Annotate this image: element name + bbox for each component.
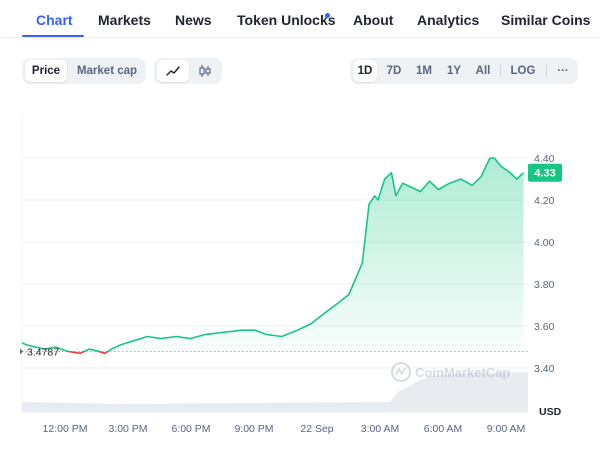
metric-toggle: Price Market cap [22, 58, 146, 84]
line-chart-icon [166, 66, 180, 76]
volume-area [22, 372, 528, 412]
coinmarketcap-logo-icon [391, 362, 411, 382]
tab-bar: Chart Markets News Token Unlocks About A… [0, 0, 600, 38]
active-tab-indicator [22, 35, 84, 37]
coinmarketcap-watermark: CoinMarketCap [391, 362, 510, 382]
y-tick-label: 4.00 [534, 237, 555, 249]
toolbar-divider [500, 64, 501, 78]
x-tick-label: 22 Sep [300, 423, 333, 435]
y-axis-unit: USD [539, 406, 562, 418]
price-button[interactable]: Price [25, 60, 67, 82]
market-cap-button[interactable]: Market cap [76, 65, 138, 77]
y-tick-label: 3.80 [534, 279, 555, 291]
x-tick-label: 12:00 PM [43, 423, 88, 435]
price-chart[interactable]: 3.40 3.60 3.80 4.00 4.20 4.40 12:00 PM 3:00 PM 6… [0, 110, 600, 460]
notification-dot [325, 13, 330, 18]
price-area-fill [22, 158, 524, 352]
current-price-badge [528, 163, 562, 182]
tab-markets[interactable]: Markets [98, 12, 151, 28]
price-chart-svg[interactable]: 3.40 3.60 3.80 4.00 4.20 4.40 12:00 PM 3:00 PM 6… [0, 110, 600, 460]
x-tick-label: 3:00 AM [361, 423, 400, 435]
y-tick-label: 4.20 [534, 195, 555, 207]
tab-similar-coins[interactable]: Similar Coins [501, 12, 591, 28]
range-1m-button[interactable]: 1M [416, 65, 432, 77]
tab-news[interactable]: News [175, 12, 212, 28]
current-price-label: 4.33 [534, 168, 555, 180]
range-7d-button[interactable]: 7D [386, 65, 402, 77]
x-tick-label: 9:00 AM [487, 423, 526, 435]
tab-token-unlocks[interactable]: Token Unlocks [237, 12, 336, 28]
more-options-button[interactable]: ··· [557, 65, 569, 77]
coinmarketcap-logo-mark [395, 367, 406, 376]
range-all-button[interactable]: All [475, 65, 491, 77]
x-tick-label: 6:00 PM [171, 423, 210, 435]
tab-chart[interactable]: Chart [36, 12, 73, 28]
candlestick-button[interactable] [190, 60, 220, 82]
x-tick-label: 9:00 PM [234, 423, 273, 435]
y-tick-label: 4.40 [534, 153, 555, 165]
range-1d-button[interactable]: 1D [353, 60, 377, 82]
x-tick-label: 6:00 AM [424, 423, 463, 435]
tab-about[interactable]: About [353, 12, 394, 28]
y-tick-label: 3.40 [534, 363, 555, 375]
toolbar-divider [546, 64, 547, 78]
range-1y-button[interactable]: 1Y [446, 65, 462, 77]
price-line-down [65, 351, 110, 355]
log-scale-button[interactable]: LOG [510, 65, 536, 77]
price-line-up [22, 157, 525, 352]
range-toggle: 1D 7D 1M 1Y All LOG ··· [350, 58, 578, 84]
open-price-marker [20, 348, 23, 355]
candlestick-icon [199, 65, 211, 77]
y-tick-label: 3.60 [534, 321, 555, 333]
x-tick-label: 3:00 PM [108, 423, 147, 435]
watermark-text: CoinMarketCap [415, 365, 510, 380]
tab-analytics[interactable]: Analytics [417, 12, 480, 28]
line-chart-button[interactable] [157, 60, 189, 82]
open-price-label: 3.4787 [27, 346, 59, 358]
chart-style-toggle [154, 58, 222, 84]
